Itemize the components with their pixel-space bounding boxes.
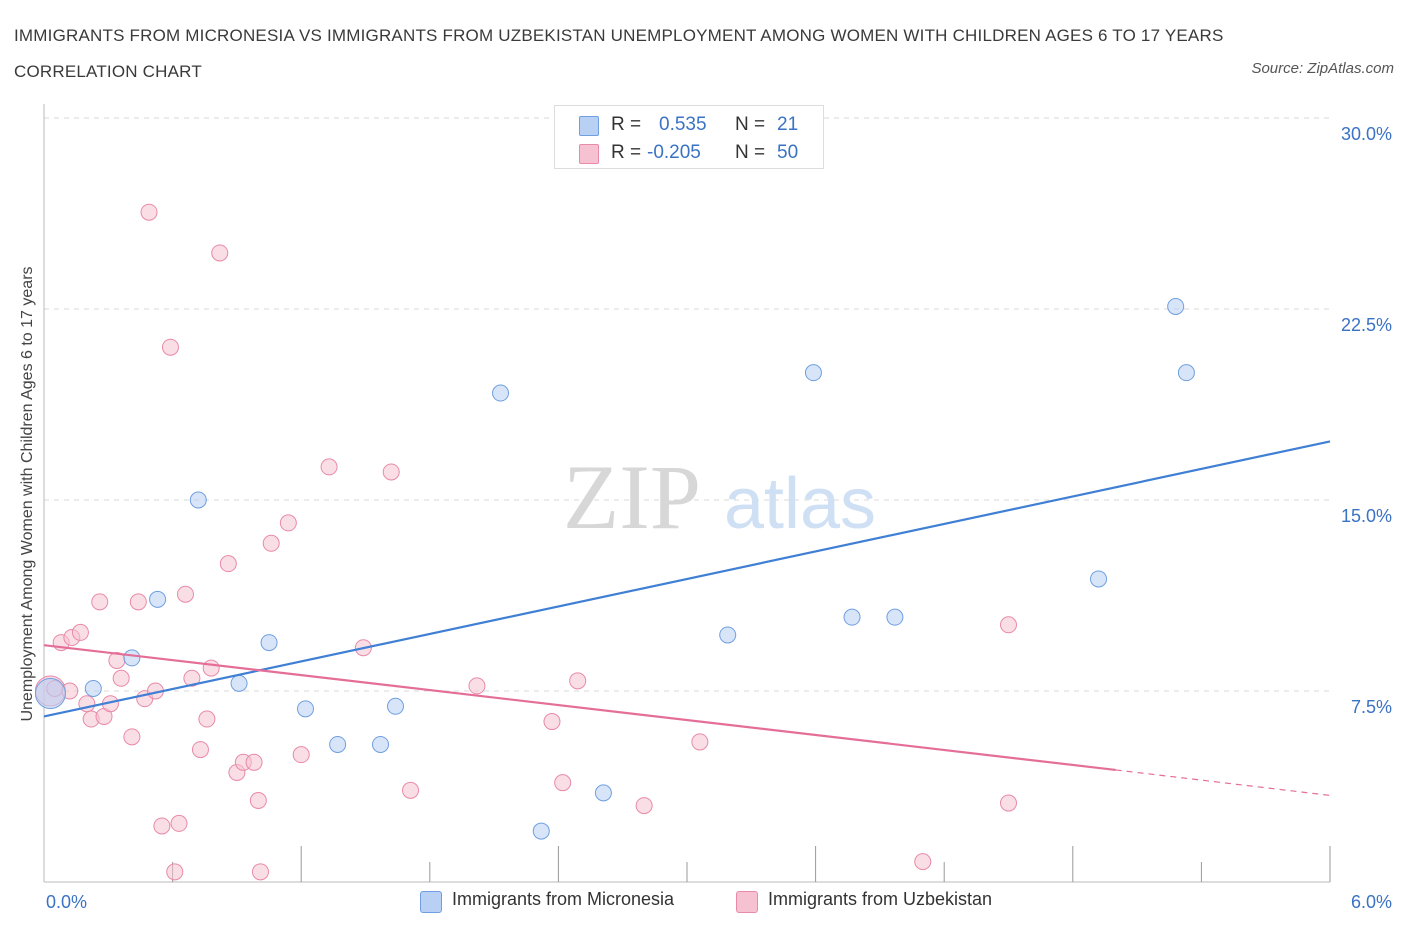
data-point-uzbekistan — [543, 713, 561, 731]
data-point-uzbekistan — [382, 463, 400, 481]
y-tick-label: 15.0% — [1341, 506, 1392, 526]
data-point-uzbekistan — [161, 338, 179, 356]
axes — [43, 104, 1331, 883]
legend-n-label: N = — [735, 114, 766, 135]
data-point-uzbekistan — [569, 672, 587, 690]
legend-n-value: 21 — [777, 114, 799, 135]
legend-r-label: R = — [611, 114, 642, 135]
legend-label-uzbekistan: Immigrants from Uzbekistan — [768, 889, 993, 909]
data-point-uzbekistan — [112, 669, 130, 687]
data-point-uzbekistan — [191, 741, 209, 759]
legend-swatch-micronesia — [579, 116, 599, 136]
data-point-uzbekistan — [71, 623, 89, 641]
data-point-micronesia — [886, 608, 904, 626]
watermark: ZIP atlas — [563, 446, 876, 548]
data-point-uzbekistan — [251, 863, 269, 881]
trend-line-uzbekistan — [43, 644, 1116, 772]
legend-swatch-uzbekistan — [579, 144, 599, 164]
data-point-micronesia — [1177, 364, 1195, 382]
data-point-micronesia — [230, 674, 248, 692]
y-tick-label: 22.5% — [1341, 315, 1392, 335]
y-tick-label: 7.5% — [1351, 697, 1392, 717]
data-point-uzbekistan — [202, 659, 220, 677]
y-axis-label: Unemployment Among Women with Children A… — [19, 266, 36, 722]
data-point-uzbekistan — [320, 458, 338, 476]
data-point-micronesia — [1090, 570, 1108, 588]
data-point-uzbekistan — [198, 710, 216, 728]
trend-lines — [43, 440, 1331, 797]
data-point-uzbekistan — [170, 814, 188, 832]
data-point-uzbekistan — [245, 753, 263, 771]
legend-n-value: 50 — [777, 142, 799, 163]
grid-lines — [44, 117, 1330, 692]
data-point-micronesia — [189, 491, 207, 509]
data-point-uzbekistan — [402, 781, 420, 799]
data-point-micronesia — [387, 697, 405, 715]
chart-source: Source: ZipAtlas.com — [1251, 60, 1394, 77]
data-point-micronesia — [84, 679, 102, 697]
x-tick-label: 0.0% — [46, 892, 87, 912]
data-point-micronesia — [260, 634, 278, 652]
data-point-uzbekistan — [176, 585, 194, 603]
legend-label-micronesia: Immigrants from Micronesia — [452, 889, 675, 909]
y-tick-label: 30.0% — [1341, 124, 1392, 144]
data-point-uzbekistan — [123, 728, 141, 746]
data-point-micronesia — [296, 700, 314, 718]
legend-r-value: -0.205 — [647, 142, 701, 163]
chart-title: IMMIGRANTS FROM MICRONESIA VS IMMIGRANTS… — [14, 26, 1224, 81]
data-point-micronesia — [149, 590, 167, 608]
data-point-uzbekistan — [691, 733, 709, 751]
data-point-uzbekistan — [262, 534, 280, 552]
data-point-uzbekistan — [211, 244, 229, 262]
data-point-micronesia — [329, 735, 347, 753]
data-point-uzbekistan — [468, 677, 486, 695]
data-point-uzbekistan — [166, 863, 184, 881]
data-point-micronesia — [123, 649, 141, 667]
watermark-zip: ZIP — [563, 446, 701, 548]
data-point-uzbekistan — [219, 555, 237, 573]
x-tick-label: 6.0% — [1351, 892, 1392, 912]
data-point-uzbekistan — [91, 593, 109, 611]
data-point-uzbekistan — [249, 792, 267, 810]
data-point-micronesia — [804, 364, 822, 382]
data-point-uzbekistan — [183, 669, 201, 687]
data-point-micronesia — [719, 626, 737, 644]
data-point-micronesia — [492, 384, 510, 402]
legend-swatch-micronesia — [420, 891, 442, 913]
data-point-uzbekistan — [1000, 794, 1017, 812]
legend-r-label: R = — [611, 142, 642, 163]
correlation-legend: R = 0.535 N = 21 R = -0.205 N = 50 — [554, 105, 824, 169]
scatter-points — [34, 203, 1195, 881]
data-point-micronesia — [532, 822, 550, 840]
legend-r-value: 0.535 — [659, 114, 707, 135]
data-point-uzbekistan — [292, 746, 310, 764]
data-point-uzbekistan — [279, 514, 297, 532]
data-point-uzbekistan — [153, 817, 171, 835]
data-point-micronesia — [34, 678, 66, 710]
data-point-uzbekistan — [914, 853, 932, 871]
data-point-uzbekistan — [1000, 616, 1017, 634]
data-point-micronesia — [594, 784, 612, 802]
data-point-uzbekistan — [635, 797, 653, 815]
data-point-uzbekistan — [554, 774, 572, 792]
data-point-micronesia — [843, 608, 861, 626]
trend-line-uzbekistan-extension — [1115, 769, 1331, 797]
data-point-uzbekistan — [140, 203, 158, 221]
legend-swatch-uzbekistan — [736, 891, 758, 913]
data-point-uzbekistan — [129, 593, 147, 611]
tick-labels: 7.5% 15.0% 22.5% 30.0% 0.0% 6.0% — [46, 124, 1392, 912]
legend-n-label: N = — [735, 142, 766, 163]
watermark-atlas: atlas — [724, 464, 876, 544]
data-point-micronesia — [1167, 297, 1185, 315]
data-point-micronesia — [372, 735, 390, 753]
